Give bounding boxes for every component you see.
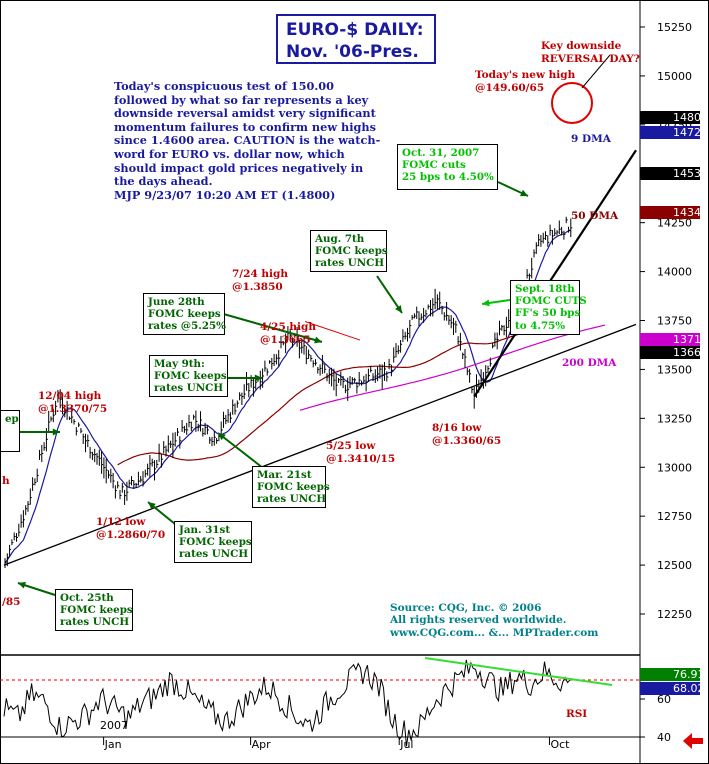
price-box-dma50: 14343 <box>640 206 708 219</box>
box-oct31: Oct. 31, 2007 FOMC cuts 25 bps to 4.50% <box>397 144 498 190</box>
month-label: Jul <box>399 738 413 751</box>
high-0425-note: 4/25 high @1.3665 <box>260 321 317 346</box>
reversal-pointer <box>581 54 611 89</box>
year-label: 2007 <box>100 719 128 732</box>
price-tick-label: 12250 <box>657 608 692 621</box>
price-tick-label: 14000 <box>657 266 692 279</box>
box-left-partial: eps <box>0 410 20 452</box>
new-high-note: Today's new high @149.60/65 <box>475 69 576 94</box>
price-tick-label: 13250 <box>657 412 692 425</box>
low-0525-note: 5/25 low @1.3410/15 <box>326 440 396 465</box>
dma9-line <box>4 229 571 563</box>
price-tick-label: 13500 <box>657 363 692 376</box>
annotation-arrow <box>217 432 264 469</box>
rsi-label: RSI <box>566 708 588 720</box>
reversal-note: Key downside REVERSAL DAY? <box>541 40 640 65</box>
reversal-circle <box>551 82 593 124</box>
title-line-2: Nov. '06-Pres. <box>286 42 419 62</box>
box-sept18: Sept. 18th FOMC CUTS FF's 50 bps to 4.75… <box>510 280 587 335</box>
month-label: Oct <box>550 738 570 751</box>
dma200-line <box>299 324 606 411</box>
left-partial-note-2: h <box>2 475 10 487</box>
box-may9: May 9th: FOMC keeps rates UNCH <box>149 355 228 397</box>
box-mar21: Mar. 21st FOMC keeps rates UNCH <box>252 466 330 508</box>
rsi-tick-label: 60 <box>657 693 671 706</box>
price-tick-label: 15000 <box>657 70 692 83</box>
annotation-arrowhead <box>520 189 528 197</box>
annotation-arrowhead <box>52 428 60 436</box>
chart-title: EURO-$ DAILY: Nov. '06-Pres. <box>276 14 436 64</box>
dma200-label: 200 DMA <box>562 357 617 369</box>
high-1204-note: 12/04 high @1.3370/75 <box>38 390 108 415</box>
high-0724-note: 7/24 high @1.3850 <box>232 268 289 293</box>
price-tick-label: 12500 <box>657 559 692 572</box>
low-0816-note: 8/16 low @1.3360/65 <box>432 422 502 447</box>
trendline <box>3 323 637 566</box>
annotation-arrowhead <box>395 305 402 313</box>
rsi-box-last: 68.02 <box>640 682 705 695</box>
price-box-last: 14803 <box>640 111 708 124</box>
annotation-arrowhead <box>254 374 262 382</box>
title-line-1: EURO-$ DAILY: <box>286 20 424 40</box>
price-tick-label: 13000 <box>657 461 692 474</box>
rsi-line <box>3 659 571 747</box>
rsi-divergence-line <box>424 657 613 686</box>
price-tick-label: 14250 <box>657 217 692 230</box>
price-tick-label: 13750 <box>657 315 692 328</box>
price-box-trend: 14533 <box>640 167 708 180</box>
price-tick-label: 12750 <box>657 510 692 523</box>
box-jan31: Jan. 31st FOMC keeps rates UNCH <box>174 521 252 563</box>
source-credit: Source: CQG, Inc. © 2006 All rights rese… <box>390 602 598 639</box>
scroll-left-arrow-icon[interactable] <box>683 733 703 749</box>
annotation-arrowhead <box>314 336 322 344</box>
price-box-dma9: 14726 <box>640 126 708 139</box>
dma50-label: 50 DMA <box>571 210 619 222</box>
month-label: Apr <box>252 738 272 751</box>
commentary: Today's conspicuous test of 150.00 follo… <box>114 79 382 202</box>
price-box-support: 13660 <box>640 346 708 359</box>
month-label: Jan <box>104 738 122 751</box>
annotation-arrowhead <box>482 299 490 307</box>
source-line-3: www.CQG.com... &... MPTrader.com <box>390 626 599 639</box>
commentary-signature: MJP 9/23/07 10:20 AM ET (1.4800) <box>114 187 336 202</box>
box-june28: June 28th FOMC keeps rates @5.25% <box>143 293 226 335</box>
high-0724-pointer <box>304 321 361 341</box>
source-line-1: Source: CQG, Inc. © 2006 <box>390 602 542 614</box>
price-box-dma200: 13718 <box>640 333 708 346</box>
annotation-arrowhead <box>218 433 226 441</box>
annotation-arrowhead <box>18 581 26 589</box>
price-tick-label: 15250 <box>657 21 692 34</box>
box-aug7: Aug. 7th FOMC keeps rates UNCH <box>310 230 388 272</box>
rsi-tick-label: 40 <box>657 731 671 744</box>
dma9-label: 9 DMA <box>571 133 611 145</box>
trendline <box>473 149 637 398</box>
low-0112-note: 1/12 low @1.2860/70 <box>96 516 166 541</box>
rsi-box-upper: 76.91 <box>640 668 705 681</box>
left-partial-note-1: /85 <box>2 596 21 608</box>
annotation-arrow <box>219 312 323 343</box>
annotation-arrowhead <box>148 502 156 510</box>
box-oct25: Oct. 25th FOMC keeps rates UNCH <box>55 589 133 631</box>
source-line-2: All rights reserved worldwide. <box>390 614 567 627</box>
commentary-text: Today's conspicuous test of 150.00 follo… <box>114 79 381 189</box>
annotation-arrow <box>376 275 403 314</box>
